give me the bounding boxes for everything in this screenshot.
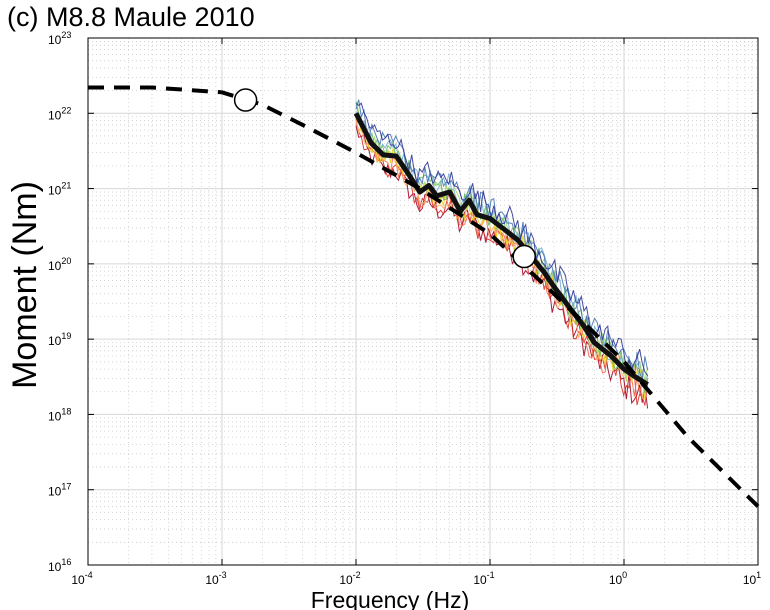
station-spectrum-line [355, 102, 649, 376]
x-tick-label: 100 [609, 570, 627, 587]
plot-area [88, 38, 758, 565]
y-tick-label: 1019 [48, 331, 71, 348]
corner-frequency-markers [233, 88, 536, 269]
y-tick-label: 1023 [48, 30, 71, 47]
model-fit-dashed-line [88, 85, 760, 508]
y-tick-label: 1017 [48, 482, 71, 499]
axis-tick-marks [87, 37, 759, 566]
average-spectrum-line [353, 112, 649, 387]
y-tick-label: 1020 [48, 256, 71, 273]
x-axis-tick-labels: 10-4 10-3 10-2 10-1 100 101 [71, 570, 761, 587]
x-tick-label: 10-1 [473, 570, 494, 587]
x-tick-label: 10-3 [205, 570, 226, 587]
y-tick-label: 1021 [48, 181, 71, 198]
major-grid [88, 38, 758, 565]
y-tick-label: 1018 [48, 406, 71, 423]
station-spectrum-line [355, 119, 649, 406]
x-tick-label: 10-2 [339, 570, 360, 587]
corner-frequency-marker [512, 244, 536, 269]
x-tick-label: 101 [743, 570, 761, 587]
x-axis-label: Frequency (Hz) [311, 587, 469, 610]
y-axis-label: Moment (Nm) [6, 181, 44, 389]
corner-frequency-marker [233, 88, 258, 112]
y-axis-tick-labels: 1016 1017 1018 1019 1020 1021 1022 1023 [48, 30, 71, 574]
x-tick-label: 10-4 [71, 570, 92, 587]
y-tick-label: 1016 [48, 557, 71, 574]
chart-title: (c) M8.8 Maule 2010 [7, 2, 255, 32]
station-spectrum-line [355, 117, 649, 397]
axes-box [87, 37, 759, 566]
y-tick-label: 1022 [48, 105, 71, 122]
